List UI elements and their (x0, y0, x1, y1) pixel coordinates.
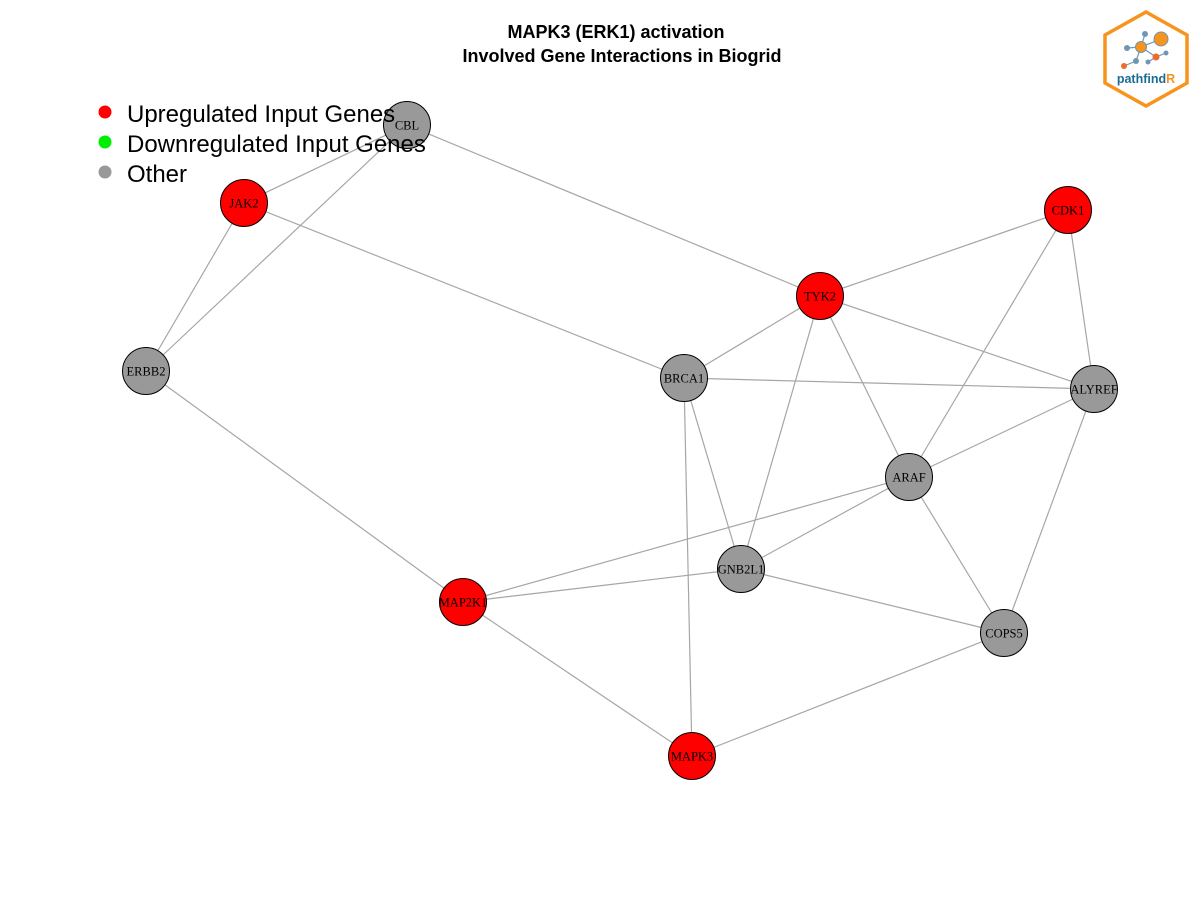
node-circle-araf (885, 453, 933, 501)
logo-hexagon (1103, 9, 1189, 109)
legend-label-other: Other (127, 161, 187, 188)
legend-item-other: Other (98, 161, 187, 188)
pathfindr-logo: pathfindR (1103, 9, 1189, 109)
edge-tyk2-gnb2l1 (740, 295, 821, 570)
node-circle-erbb2 (122, 347, 170, 395)
legend-marker-upregulated (98, 105, 112, 119)
node-label-brca1: BRCA1 (664, 372, 704, 386)
node-label-mapk3: MAPK3 (671, 750, 713, 764)
diagram-title-line2: Involved Gene Interactions in Biogrid (462, 46, 781, 66)
logo-nodes (1121, 31, 1169, 69)
edge-araf-map2k1 (462, 476, 910, 603)
node-label-araf: ARAF (892, 471, 925, 485)
legend-label-upregulated: Upregulated Input Genes (127, 101, 395, 128)
node-circle-jak2 (220, 179, 268, 227)
edge-araf-cops5 (908, 476, 1005, 634)
logo-text: pathfindR (1117, 72, 1175, 86)
node-circle-cbl (383, 101, 431, 149)
node-circle-cops5 (980, 609, 1028, 657)
legend-marker-downregulated (98, 135, 112, 149)
node-circle-gnb2l1 (717, 545, 765, 593)
edge-layer (145, 124, 1095, 757)
node-cops5: COPS5 (980, 609, 1028, 657)
node-brca1: BRCA1 (660, 354, 708, 402)
edge-cdk1-alyref (1067, 209, 1095, 390)
edge-cbl-jak2 (243, 124, 408, 204)
node-mapk3: MAPK3 (668, 732, 716, 780)
edge-tyk2-araf (819, 295, 910, 478)
node-circle-cdk1 (1044, 186, 1092, 234)
legend-item-upregulated: Upregulated Input Genes (98, 101, 395, 128)
edge-cops5-mapk3 (691, 632, 1005, 757)
node-araf: ARAF (885, 453, 933, 501)
diagram-title-line1: MAPK3 (ERK1) activation (507, 22, 724, 42)
node-circle-map2k1 (439, 578, 487, 626)
node-erbb2: ERBB2 (122, 347, 170, 395)
edge-tyk2-brca1 (683, 295, 821, 379)
node-label-gnb2l1: GNB2L1 (718, 563, 765, 577)
node-gnb2l1: GNB2L1 (717, 545, 765, 593)
legend: Upregulated Input Genes Downregulated In… (98, 101, 426, 188)
edge-cbl-tyk2 (406, 124, 821, 297)
node-label-erbb2: ERBB2 (127, 365, 166, 379)
legend-item-downregulated: Downregulated Input Genes (98, 131, 426, 158)
edge-brca1-alyref (683, 377, 1095, 390)
edge-jak2-brca1 (243, 202, 685, 379)
node-label-map2k1: MAP2K1 (439, 596, 488, 610)
node-map2k1: MAP2K1 (439, 578, 488, 626)
node-label-alyref: ALYREF (1070, 383, 1117, 397)
edge-alyref-cops5 (1003, 388, 1095, 634)
node-circle-brca1 (660, 354, 708, 402)
edge-cdk1-araf (908, 209, 1069, 478)
node-label-cbl: CBL (395, 119, 419, 133)
node-label-jak2: JAK2 (229, 197, 258, 211)
edge-brca1-mapk3 (683, 377, 693, 757)
edge-map2k1-mapk3 (462, 601, 693, 757)
edge-jak2-erbb2 (145, 202, 245, 372)
edge-alyref-araf (908, 388, 1095, 478)
node-label-tyk2: TYK2 (804, 290, 836, 304)
logo-text-main: pathfind (1117, 72, 1166, 86)
edge-araf-gnb2l1 (740, 476, 910, 570)
node-cbl: CBL (383, 101, 431, 149)
node-jak2: JAK2 (220, 179, 268, 227)
legend-marker-other (98, 165, 112, 179)
edge-gnb2l1-cops5 (740, 568, 1005, 634)
edge-gnb2l1-map2k1 (462, 568, 742, 603)
node-cdk1: CDK1 (1044, 186, 1092, 234)
node-circle-alyref (1070, 365, 1118, 413)
edge-cbl-erbb2 (145, 124, 408, 372)
edge-brca1-gnb2l1 (683, 377, 742, 570)
node-label-cops5: COPS5 (985, 627, 1023, 641)
node-circle-tyk2 (796, 272, 844, 320)
edge-cdk1-tyk2 (819, 209, 1069, 297)
node-alyref: ALYREF (1070, 365, 1118, 413)
legend-label-downregulated: Downregulated Input Genes (127, 131, 426, 158)
logo-text-accent: R (1166, 72, 1175, 86)
node-label-cdk1: CDK1 (1052, 204, 1085, 218)
node-layer: CBL JAK2 CDK1 TYK2 ERBB2 BRCA1 ALYREF ARAF GNB2L… (122, 101, 1118, 780)
edge-tyk2-alyref (819, 295, 1095, 390)
edge-erbb2-map2k1 (145, 370, 464, 603)
node-tyk2: TYK2 (796, 272, 844, 320)
node-circle-mapk3 (668, 732, 716, 780)
